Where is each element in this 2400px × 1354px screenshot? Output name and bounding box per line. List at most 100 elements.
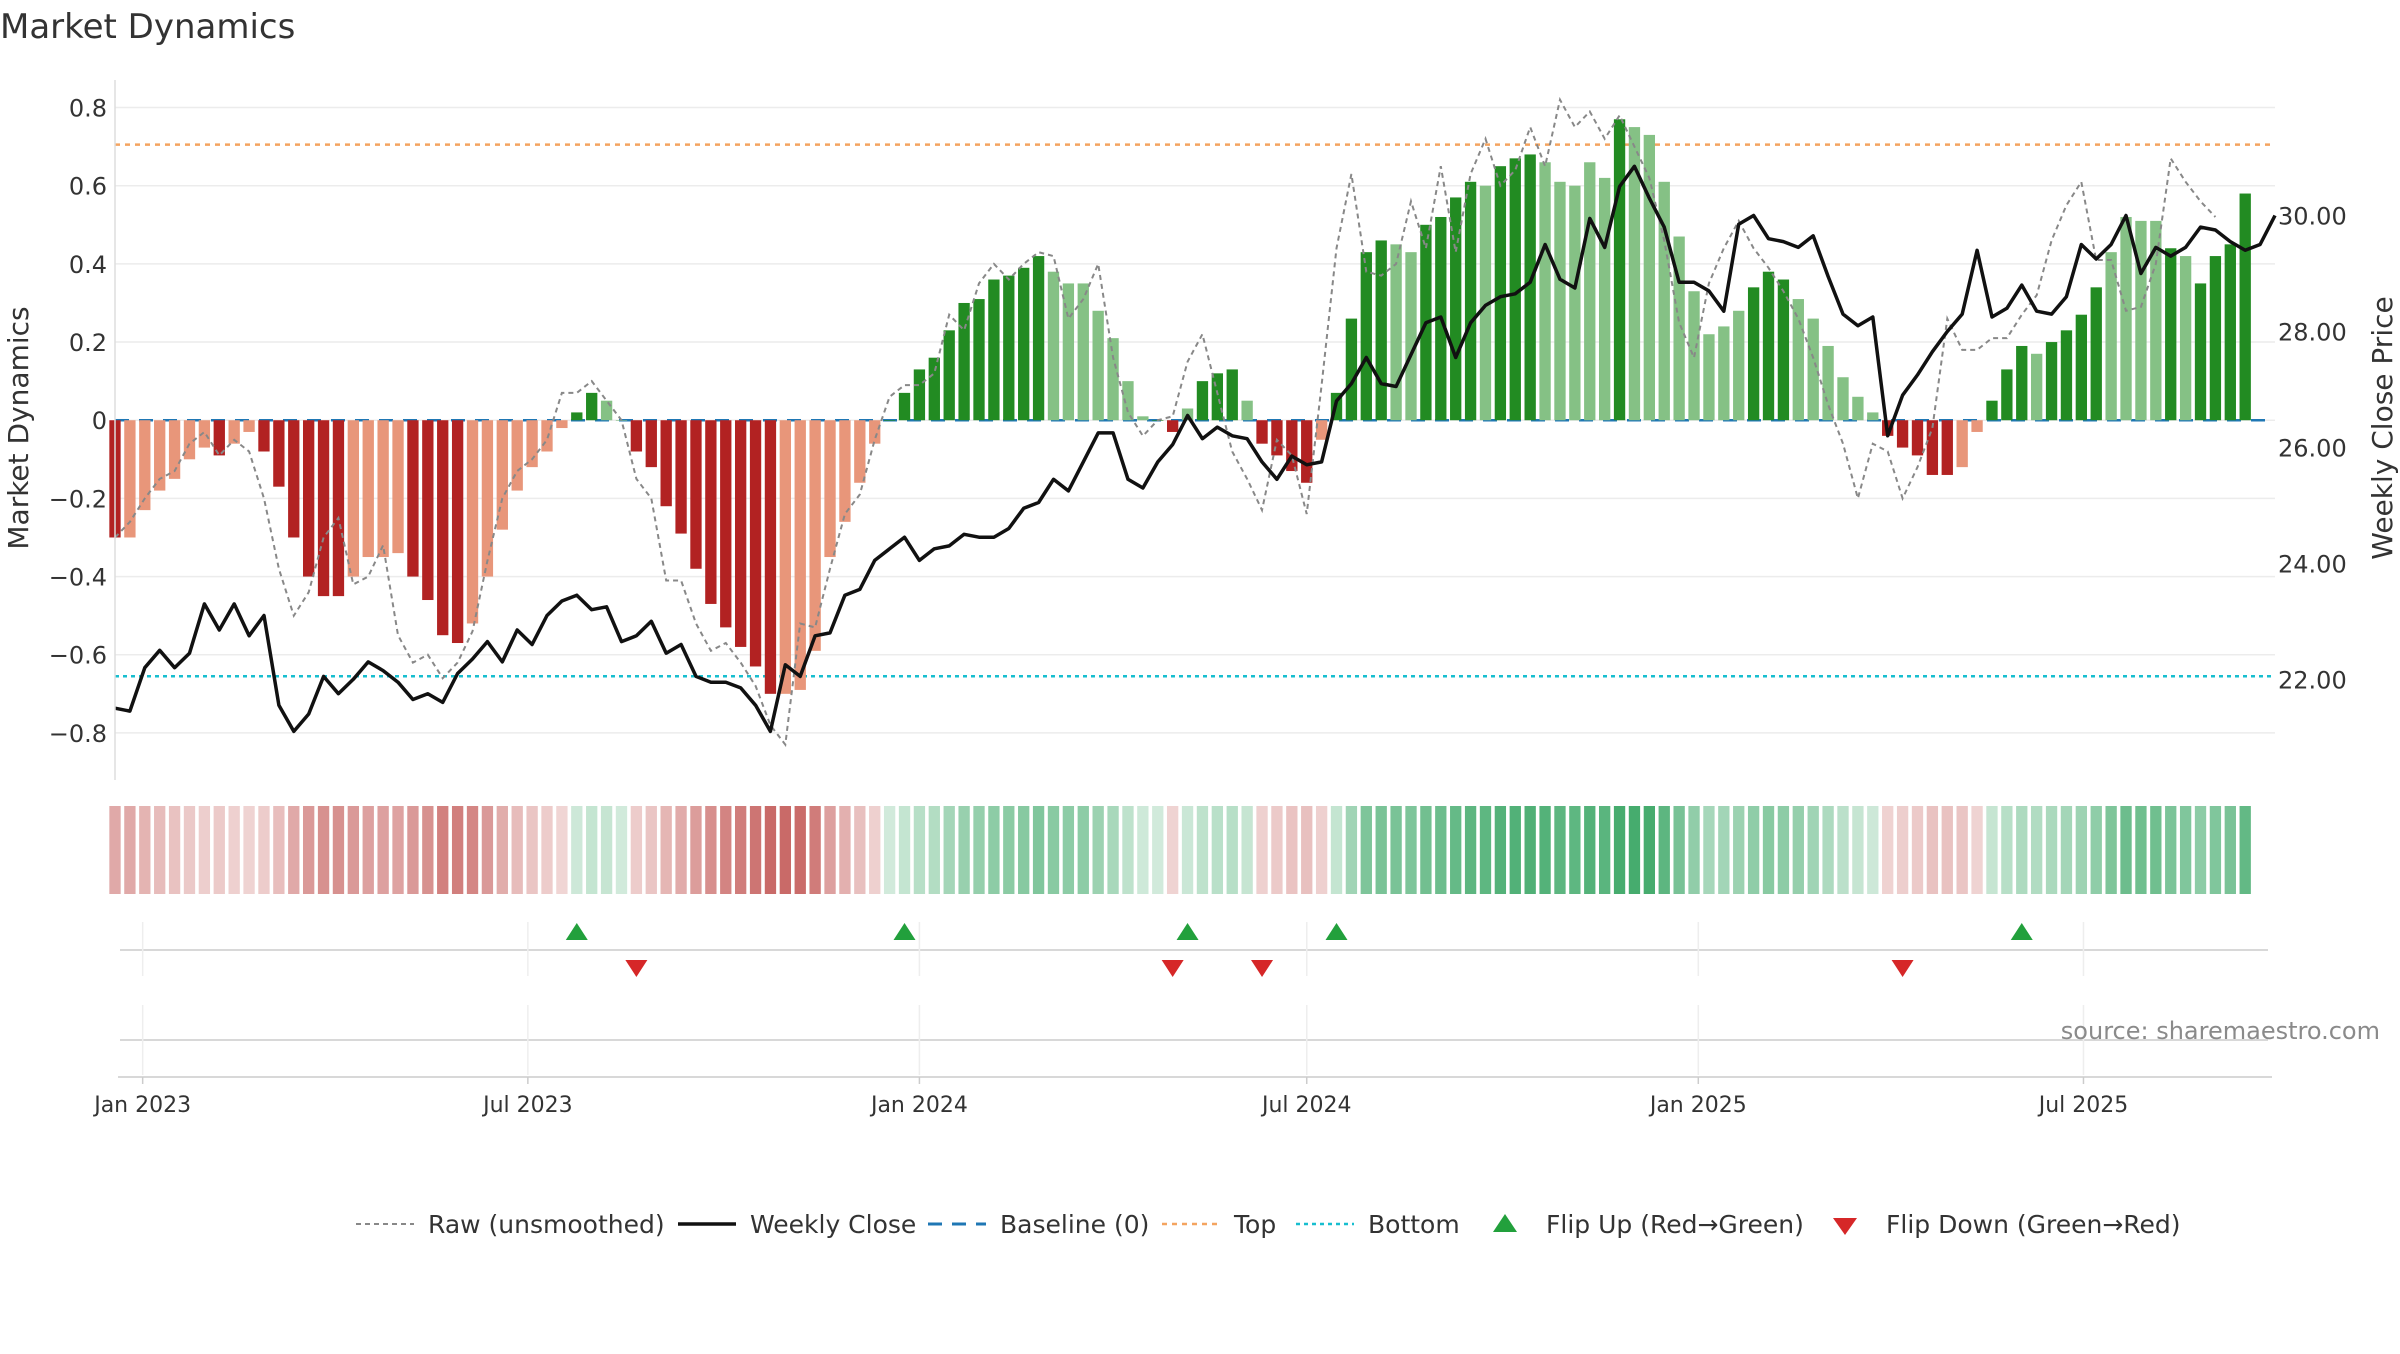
flip-up-marker <box>1176 923 1199 940</box>
regime-cell <box>1464 806 1477 894</box>
regime-cell <box>1241 806 1253 894</box>
regime-cell <box>422 806 434 894</box>
regime-cell <box>1181 806 1194 894</box>
dynamics-bar <box>481 420 494 577</box>
regime-cell <box>943 806 955 894</box>
y-ticks-right: 22.00 24.00 26.00 28.00 30.00 <box>2278 203 2347 695</box>
dynamics-bar <box>1718 326 1730 421</box>
regime-cell <box>1628 806 1641 894</box>
dynamics-bar <box>1315 420 1328 440</box>
regime-cell <box>1509 806 1521 894</box>
dynamics-bar <box>496 420 508 530</box>
regime-cell <box>511 806 523 894</box>
y-tick-label: 0.8 <box>69 95 107 123</box>
regime-cell <box>1822 806 1834 894</box>
dynamics-bar <box>1137 416 1149 421</box>
dynamics-bar <box>883 420 896 421</box>
regime-cell <box>1986 806 1998 894</box>
dynamics-bar <box>1479 185 1492 421</box>
regime-cell <box>362 806 374 894</box>
regime-cell <box>139 806 151 894</box>
y-tick-label: 0.2 <box>69 329 107 357</box>
regime-cell <box>1643 806 1656 894</box>
dynamics-bar <box>2179 256 2192 421</box>
dynamics-bar <box>1643 134 1656 421</box>
regime-cell <box>228 806 240 894</box>
dynamics-bar <box>1211 373 1224 421</box>
dynamics-bar <box>630 420 643 452</box>
dynamics-bar <box>1569 185 1581 421</box>
dynamics-bar <box>2194 283 2207 421</box>
legend-label: Weekly Close <box>750 1210 916 1239</box>
dynamics-bar <box>1673 236 1685 421</box>
dynamics-bar <box>2239 193 2251 421</box>
bottom-panel <box>118 1005 2272 1078</box>
regime-cell <box>1673 806 1685 894</box>
dynamics-bar <box>734 420 747 647</box>
dynamics-bar <box>2209 256 2222 421</box>
legend-flip-up-marker <box>1493 1214 1517 1232</box>
dynamics-bar <box>2135 220 2147 421</box>
flip-down-marker <box>1251 960 1274 977</box>
dynamics-bar <box>347 420 360 577</box>
regime-cell <box>1569 806 1581 894</box>
flip-markers <box>120 922 2268 977</box>
x-ticks: Jan 2023 Jul 2023 Jan 2024 Jul 2024 Jan 2025… <box>92 1077 2128 1118</box>
regime-cell <box>586 806 598 894</box>
dynamics-bar <box>1301 420 1313 483</box>
regime-cell <box>854 806 866 894</box>
regime-cell <box>556 806 568 894</box>
dynamics-bar <box>1986 400 1998 421</box>
regime-cell <box>1658 806 1670 894</box>
regime-cell <box>1539 806 1551 894</box>
legend-label: Bottom <box>1368 1210 1460 1239</box>
regime-cell <box>2030 806 2043 894</box>
regime-cell <box>1390 806 1402 894</box>
dynamics-bar <box>511 420 523 491</box>
y-tick-label: −0.6 <box>49 642 107 670</box>
regime-cell <box>1896 806 1909 894</box>
regime-cell <box>1152 806 1164 894</box>
dynamics-bar <box>1554 181 1566 421</box>
dynamics-bar <box>1390 244 1402 421</box>
regime-cell <box>660 806 672 894</box>
dynamics-bar <box>526 420 538 468</box>
regime-cell <box>615 806 628 894</box>
dynamics-bar <box>302 420 315 577</box>
dynamics-bar <box>720 420 732 628</box>
regime-cell <box>2179 806 2192 894</box>
regime-cell <box>869 806 881 894</box>
dynamics-bar <box>392 420 404 554</box>
dynamics-bar <box>869 420 881 444</box>
dynamics-bar <box>1077 283 1089 421</box>
regime-cell <box>1018 806 1030 894</box>
regime-cell <box>1703 806 1715 894</box>
regime-cell <box>1345 806 1358 894</box>
regime-cell <box>824 806 836 894</box>
dynamics-bar <box>1047 271 1060 421</box>
dynamics-bar <box>913 369 926 421</box>
regime-cell <box>1435 806 1447 894</box>
dynamics-bar <box>1062 283 1075 421</box>
regime-cell <box>2060 806 2073 894</box>
y2-tick-label: 28.00 <box>2278 318 2347 346</box>
dynamics-bar <box>973 299 985 421</box>
source-label: source: sharemaestro.com <box>2061 1017 2380 1045</box>
dynamics-bar <box>1107 338 1119 421</box>
dynamics-bar <box>1747 287 1760 421</box>
regime-cell <box>898 806 911 894</box>
dynamics-bar <box>198 420 211 448</box>
dynamics-bar <box>600 400 613 421</box>
regime-cell <box>1762 806 1775 894</box>
dynamics-bar <box>1911 420 1924 456</box>
dynamics-bar <box>1852 396 1864 421</box>
dynamics-bar <box>705 420 717 604</box>
regime-cell <box>705 806 717 894</box>
regime-cell <box>1420 806 1432 894</box>
regime-cell <box>1747 806 1760 894</box>
dynamics-bar <box>675 420 687 534</box>
regime-cell <box>1613 806 1626 894</box>
dynamics-bar <box>928 357 940 421</box>
dynamics-bar <box>407 420 419 577</box>
regime-cell <box>1077 806 1089 894</box>
